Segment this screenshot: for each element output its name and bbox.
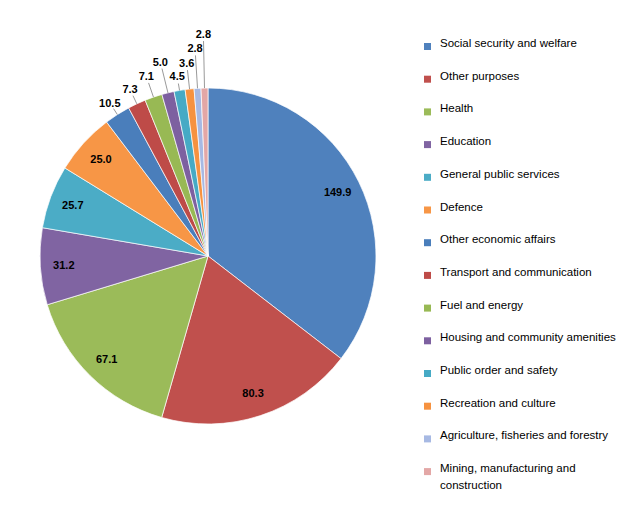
legend-label: Health <box>440 102 473 114</box>
pie-slice <box>194 88 208 256</box>
legend-swatch <box>424 174 431 181</box>
legend: Social security and welfare Other purpose… <box>424 37 616 491</box>
legend-swatch <box>424 108 431 115</box>
leader-line <box>195 55 197 88</box>
legend-swatch <box>424 272 431 279</box>
leader-line <box>203 41 205 88</box>
pie <box>40 88 376 424</box>
legend-swatch <box>424 337 431 344</box>
legend-swatch <box>424 305 431 312</box>
legend-swatch <box>424 468 431 475</box>
pie-slice <box>201 88 208 256</box>
data-label: 3.6 <box>179 57 194 69</box>
data-label: 7.3 <box>122 83 137 95</box>
chart: 149.9 80.3 67.1 31.2 25.7 25.0 10.57.37.1 5.04.… <box>0 0 640 505</box>
data-label: 25.7 <box>62 199 83 211</box>
legend-label: Education <box>440 135 491 147</box>
leader-line <box>162 69 168 93</box>
data-label: 25.0 <box>90 153 111 165</box>
data-label: 2.8 <box>196 28 211 40</box>
legend-swatch <box>424 403 431 410</box>
legend-swatch <box>424 76 431 83</box>
data-label: 7.1 <box>139 70 154 82</box>
data-label: 67.1 <box>96 353 117 365</box>
legend-label: Housing and community amenities <box>440 331 616 343</box>
legend-swatch <box>424 43 431 50</box>
legend-swatch <box>424 141 431 148</box>
data-label: 149.9 <box>324 186 352 198</box>
data-label: 2.8 <box>187 42 202 54</box>
legend-label: Defence <box>440 201 483 213</box>
legend-label: Social security and welfare <box>440 37 577 49</box>
pie-slice <box>185 89 208 256</box>
legend-label: Agriculture, fisheries and forestry <box>440 429 608 441</box>
legend-label: Other purposes <box>440 70 520 82</box>
leader-line <box>178 84 179 91</box>
legend-label: Mining, manufacturing andconstruction <box>440 462 576 491</box>
data-labels: 149.9 80.3 67.1 31.2 25.7 25.0 10.57.37.1 5.04.… <box>53 28 351 399</box>
leader-line <box>133 96 137 104</box>
legend-label: Public order and safety <box>440 364 558 376</box>
legend-label: Transport and communication <box>440 266 592 278</box>
leader-line <box>149 83 154 97</box>
data-label: 5.0 <box>153 56 168 68</box>
leader-line <box>187 70 189 89</box>
leader-line <box>114 109 118 115</box>
data-label: 31.2 <box>53 259 74 271</box>
data-label: 4.5 <box>170 70 185 82</box>
legend-swatch <box>424 207 431 214</box>
data-label: 80.3 <box>242 387 263 399</box>
legend-swatch <box>424 435 431 442</box>
legend-swatch <box>424 370 431 377</box>
legend-label: Recreation and culture <box>440 397 556 409</box>
legend-swatch <box>424 239 431 246</box>
legend-label: Fuel and energy <box>440 299 523 311</box>
legend-label: Other economic affairs <box>440 233 556 245</box>
legend-label: General public services <box>440 168 560 180</box>
data-label: 10.5 <box>99 97 120 109</box>
